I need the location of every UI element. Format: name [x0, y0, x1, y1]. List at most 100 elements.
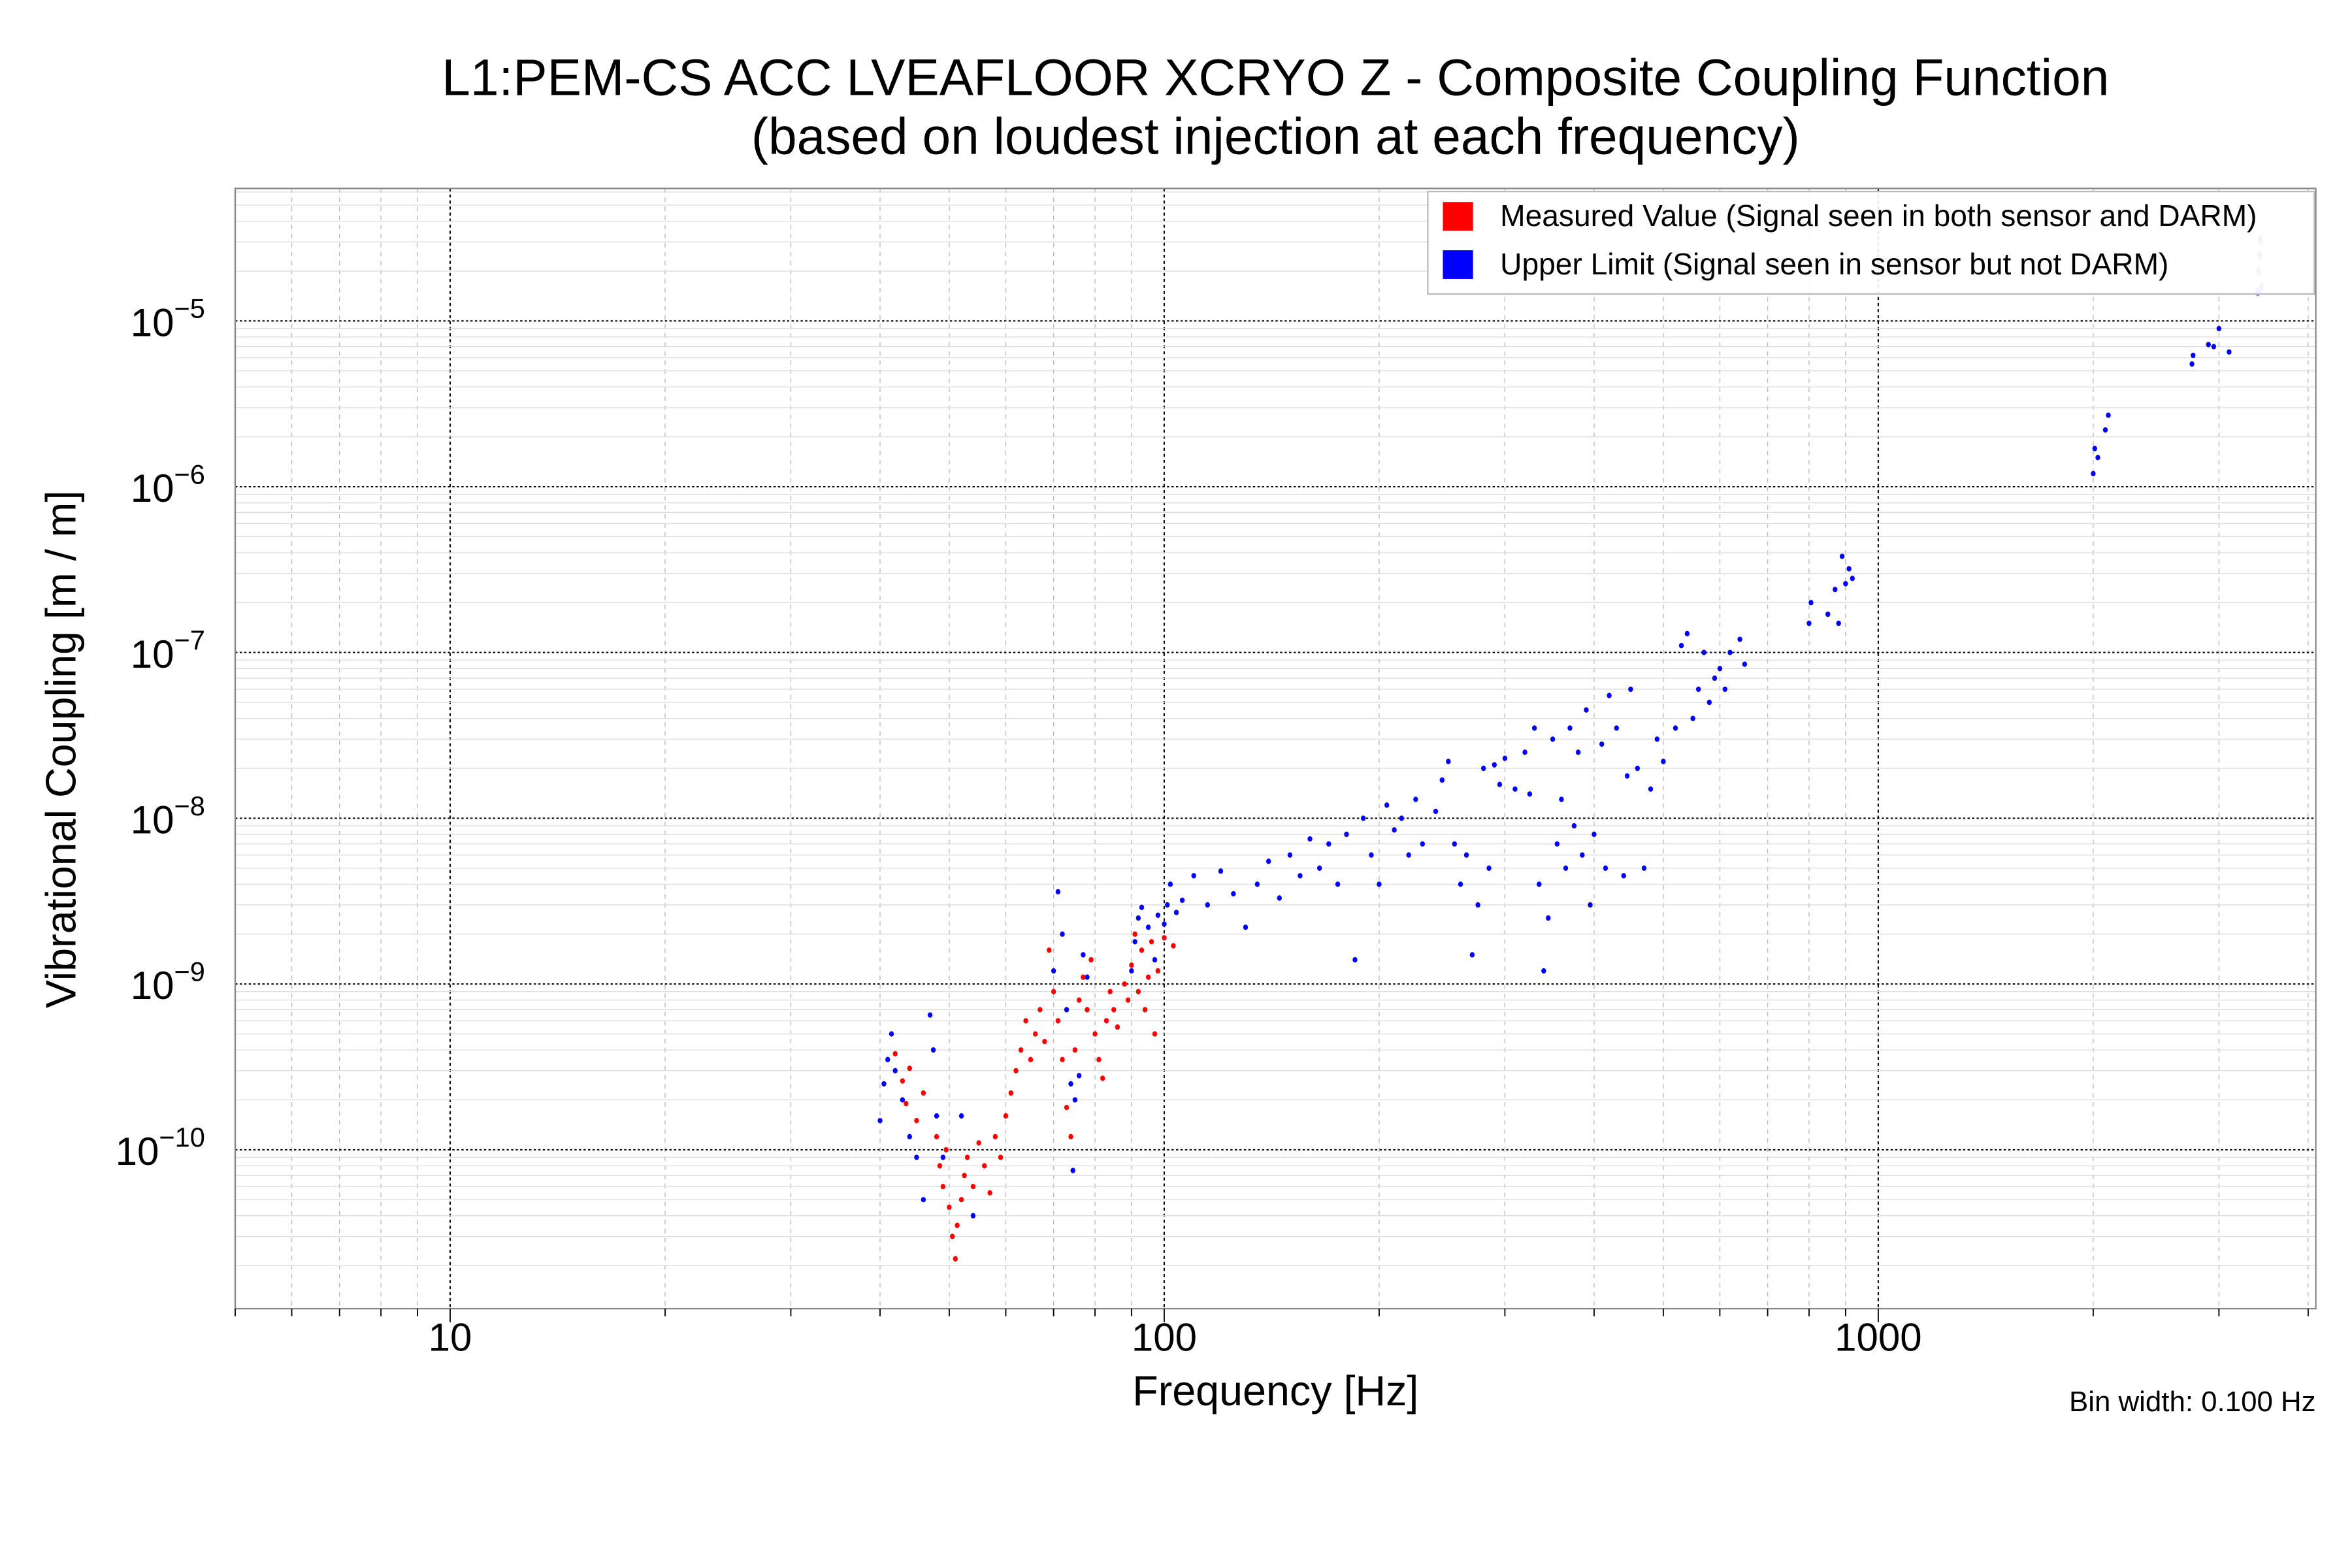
measured-point [1013, 1068, 1019, 1073]
upper-limit-point [2206, 342, 2211, 348]
upper-limit-point [1621, 873, 1626, 879]
upper-limit-point [1567, 725, 1573, 731]
upper-limit-point [1352, 956, 1358, 963]
upper-limit-point [1277, 895, 1282, 901]
upper-limit-point [1628, 686, 1633, 693]
measured-point [1047, 947, 1052, 953]
upper-limit-point [1737, 636, 1742, 642]
upper-limit-point [1497, 781, 1503, 787]
upper-limit-point [1316, 865, 1322, 871]
y-tick-base: 10 [131, 466, 174, 510]
measured-point [982, 1163, 987, 1169]
upper-limit-point [1179, 897, 1185, 904]
upper-limit-point [1135, 915, 1141, 921]
x-tick-label: 10 [429, 1316, 472, 1360]
upper-limit-point [1433, 808, 1439, 815]
upper-limit-point [921, 1197, 926, 1203]
measured-point [1072, 1047, 1078, 1053]
measured-point [1152, 1031, 1158, 1037]
upper-limit-point [1384, 802, 1390, 808]
upper-limit-point [1580, 852, 1585, 858]
upper-limit-point [1406, 852, 1411, 858]
upper-limit-point [2216, 325, 2222, 332]
upper-limit-point [1575, 749, 1581, 755]
measured-point [914, 1118, 919, 1124]
measured-point [1088, 956, 1094, 963]
measured-point [1085, 1007, 1090, 1013]
upper-limit-point [1614, 725, 1619, 731]
upper-limit-point [1145, 924, 1151, 930]
y-tick-label: 10−6 [131, 459, 205, 510]
measured-point [1103, 1018, 1109, 1024]
upper-limit-point [1512, 786, 1518, 792]
measured-point [949, 1233, 955, 1239]
y-tick-exponent: −7 [174, 625, 205, 655]
x-tick-label: 1000 [1835, 1316, 1921, 1360]
measured-point [892, 1051, 898, 1056]
upper-limit-point [1571, 823, 1577, 829]
upper-limit-point [1695, 686, 1701, 693]
upper-limit-point [1624, 773, 1630, 779]
upper-limit-point [1701, 649, 1707, 655]
measured-point [955, 1222, 960, 1228]
data-points [877, 235, 2264, 1262]
upper-limit-point [1486, 865, 1492, 871]
upper-limit-point [1469, 952, 1475, 958]
upper-limit-point [1326, 841, 1331, 847]
legend-box [1427, 190, 2315, 295]
upper-limit-point [900, 1097, 906, 1103]
bin-width-annotation: Bin width: 0.100 Hz [2069, 1386, 2316, 1418]
measured-point [1033, 1031, 1038, 1037]
upper-limit-point [1164, 902, 1170, 908]
upper-limit-point [1191, 873, 1196, 879]
measured-point [943, 1147, 949, 1153]
upper-limit-point [1254, 881, 1260, 887]
y-tick-base: 10 [131, 798, 174, 842]
measured-point [1096, 1056, 1102, 1062]
upper-limit-point [1546, 915, 1551, 921]
measured-point [1139, 947, 1145, 953]
measured-point [1023, 1018, 1028, 1024]
plot-frame [234, 188, 2317, 1310]
upper-limit-point [1607, 693, 1612, 698]
upper-limit-point [1641, 865, 1647, 871]
upper-limit-point [1413, 796, 1418, 802]
upper-limit-point [1360, 815, 1366, 821]
upper-limit-point [1684, 630, 1690, 636]
measured-point [907, 1066, 912, 1071]
measured-point [937, 1163, 943, 1169]
measured-point [1155, 968, 1161, 974]
upper-limit-point [885, 1056, 890, 1062]
upper-limit-point [1205, 902, 1210, 908]
upper-limit-point [1287, 852, 1293, 858]
upper-limit-point [1661, 759, 1666, 764]
upper-limit-point [1806, 620, 1812, 627]
upper-limit-point [1537, 881, 1542, 887]
measured-point [904, 1100, 909, 1107]
upper-limit-point [881, 1081, 887, 1087]
upper-limit-point [1559, 796, 1564, 802]
measured-point [976, 1140, 981, 1146]
measured-point [1111, 1007, 1117, 1013]
measured-point [1068, 1134, 1073, 1139]
measured-point [921, 1090, 926, 1096]
measured-point [1171, 943, 1176, 949]
upper-limit-point [1173, 909, 1179, 915]
upper-limit-point [889, 1031, 894, 1037]
x-tick-label: 100 [1132, 1316, 1197, 1360]
measured-point [1132, 931, 1137, 937]
upper-limit-point [877, 1118, 883, 1124]
upper-limit-point [1727, 649, 1733, 655]
upper-limit-point [934, 1113, 939, 1119]
y-axis: 10−510−610−710−810−910−10 [116, 293, 205, 1173]
upper-limit-point [1060, 931, 1065, 937]
upper-limit-point [1335, 881, 1341, 887]
upper-limit-point [1463, 852, 1469, 858]
upper-limit-point [1139, 904, 1145, 910]
measured-point [958, 1197, 964, 1203]
upper-limit-point [1599, 741, 1605, 747]
measured-point [1142, 1007, 1148, 1013]
measured-point [992, 1134, 998, 1139]
measured-point [1092, 1031, 1098, 1037]
